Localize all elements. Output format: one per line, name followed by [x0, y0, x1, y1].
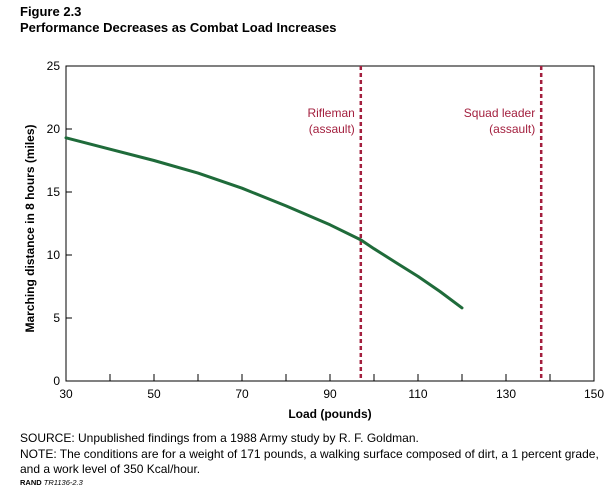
y-tick-label: 15 — [47, 185, 61, 199]
reference-label: Squad leader — [464, 106, 535, 120]
x-axis-title: Load (pounds) — [288, 407, 371, 421]
conditions-note: NOTE: The conditions are for a weight of… — [20, 447, 599, 476]
x-tick-label: 130 — [496, 387, 516, 401]
y-tick-label: 0 — [53, 374, 60, 388]
y-axis-title: Marching distance in 8 hours (miles) — [23, 124, 37, 332]
rand-prefix: RAND — [20, 478, 42, 487]
reference-label: (assault) — [489, 122, 535, 136]
x-tick-label: 30 — [59, 387, 73, 401]
y-tick-label: 25 — [47, 59, 61, 73]
figure-label: Figure 2.3 — [20, 4, 82, 19]
line-chart: 30 50 70 90 110 130 150 0 5 10 15 20 25 Rifleman (assa… — [23, 59, 604, 421]
y-tick-label: 20 — [47, 122, 61, 136]
x-tick-label: 90 — [323, 387, 337, 401]
rand-number: TR1136-2.3 — [43, 478, 83, 487]
x-tick-label: 150 — [584, 387, 604, 401]
data-series-line — [64, 136, 464, 310]
y-tick-label: 5 — [53, 311, 60, 325]
rand-id: RAND TR1136-2.3 — [20, 478, 83, 487]
source-note: SOURCE: Unpublished findings from a 1988… — [20, 431, 419, 445]
y-tick-label: 10 — [47, 248, 61, 262]
reference-label: (assault) — [309, 122, 355, 136]
x-tick-label: 50 — [147, 387, 161, 401]
x-tick-label: 70 — [235, 387, 249, 401]
reference-label: Rifleman — [307, 106, 354, 120]
figure-title: Performance Decreases as Combat Load Inc… — [20, 20, 337, 35]
x-tick-label: 110 — [408, 387, 427, 401]
